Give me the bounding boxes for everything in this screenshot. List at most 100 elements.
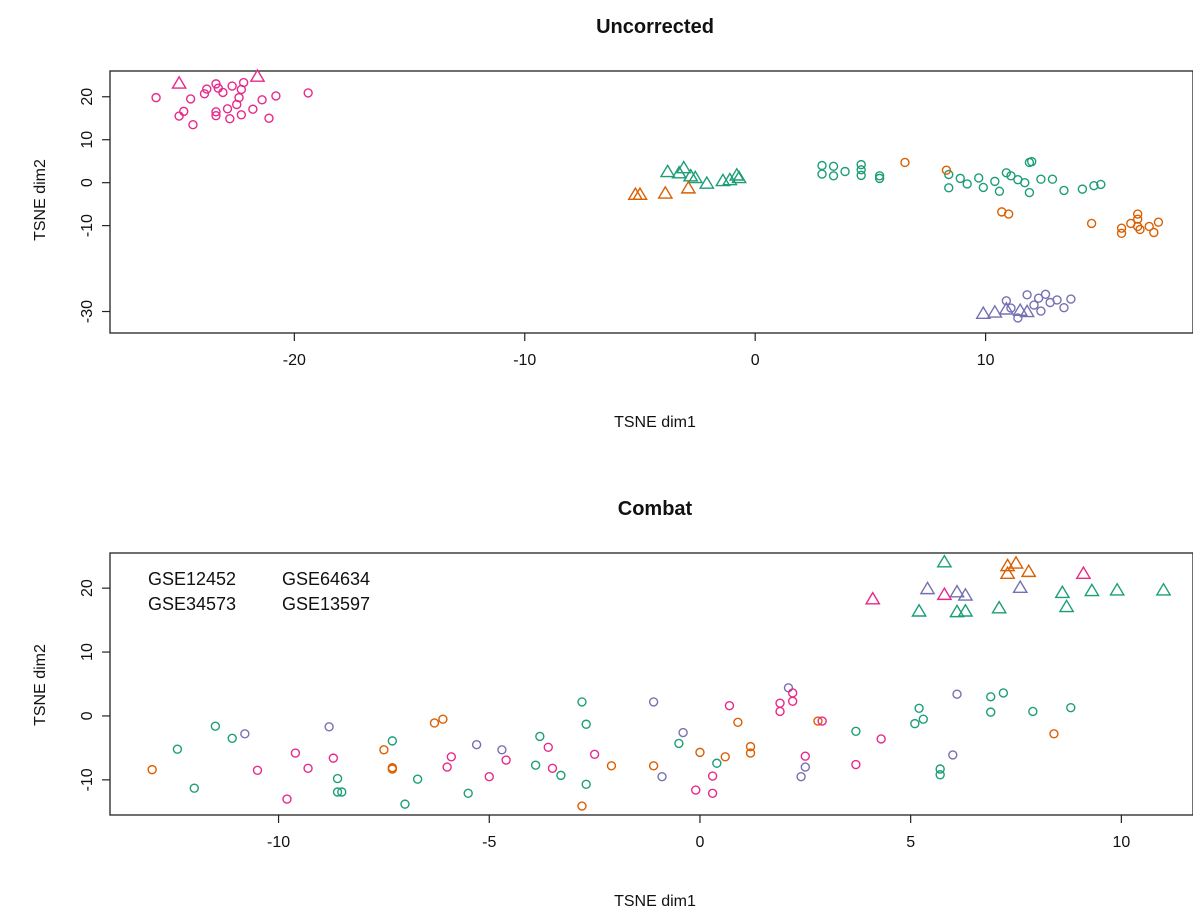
data-point-circle: [678, 727, 688, 738]
data-point-triangle: [949, 584, 965, 598]
data-point-triangle: [1012, 579, 1029, 594]
data-point-circle: [227, 81, 237, 91]
data-point-circle: [952, 689, 962, 699]
data-points: [151, 68, 1164, 323]
data-point-circle: [1066, 702, 1076, 713]
x-axis: -20 -10 0 10: [283, 333, 995, 369]
data-point-circle: [974, 173, 984, 183]
data-point-triangle: [957, 603, 974, 617]
x-tick-label: 5: [906, 834, 915, 851]
data-point-circle: [828, 171, 839, 181]
chart-title: Combat: [618, 498, 693, 520]
data-point-circle: [1086, 218, 1097, 229]
data-point-circle: [796, 771, 806, 782]
data-point-triangle: [1075, 565, 1092, 579]
data-point-circle: [1049, 729, 1059, 739]
data-point-circle: [1059, 185, 1069, 196]
chart-title: Uncorrected: [596, 16, 714, 38]
data-point-circle: [1001, 296, 1012, 306]
y-tick-label: -30: [79, 300, 96, 323]
data-point-circle: [787, 688, 798, 698]
data-point-circle: [337, 787, 347, 797]
data-point-circle: [978, 182, 989, 193]
data-point-circle: [257, 95, 267, 105]
data-point-circle: [1036, 174, 1046, 184]
data-point-circle: [1013, 313, 1023, 323]
data-point-circle: [935, 770, 945, 780]
x-tick-label: -20: [283, 352, 306, 369]
x-tick-label: 0: [696, 834, 705, 851]
data-point-circle: [1029, 300, 1039, 310]
legend: GSE12452 GSE64634 GSE34573 GSE13597: [148, 569, 370, 614]
x-tick-label: 10: [1112, 834, 1130, 851]
legend-entry: GSE12452: [148, 569, 236, 589]
data-point-triangle: [1019, 304, 1035, 318]
data-point-circle: [900, 157, 910, 168]
data-point-circle: [189, 783, 199, 793]
data-point-circle: [324, 722, 334, 732]
data-point-circle: [282, 794, 292, 804]
data-point-circle: [851, 759, 861, 770]
data-point-triangle: [986, 304, 1003, 318]
data-point-circle: [222, 104, 233, 114]
data-point-circle: [147, 764, 157, 775]
panel-uncorrected: Uncorrected -20 -10 0 10 -30 -10 0 10 20 TSNE d…: [32, 16, 1193, 431]
data-point-triangle: [627, 186, 644, 201]
data-point-triangle: [911, 603, 927, 617]
data-point-triangle: [999, 565, 1016, 579]
data-point-triangle: [1008, 555, 1024, 569]
data-point-circle: [530, 760, 541, 770]
data-point-circle: [387, 736, 398, 746]
data-point-triangle: [1058, 598, 1075, 613]
data-point-circle: [828, 161, 839, 172]
data-point-circle: [1001, 168, 1012, 178]
data-point-circle: [211, 110, 221, 121]
data-point-circle: [817, 716, 827, 726]
y-tick-label: 0: [79, 178, 96, 187]
data-point-triangle: [1109, 582, 1126, 596]
data-point-triangle: [657, 185, 674, 199]
data-point-circle: [800, 762, 811, 772]
data-point-circle: [876, 734, 886, 744]
data-point-circle: [1116, 228, 1127, 239]
x-axis-label: TSNE dim1: [614, 414, 696, 431]
data-point-circle: [695, 747, 705, 758]
data-point-circle: [1028, 706, 1038, 717]
data-point-circle: [1135, 224, 1145, 235]
data-points: [147, 554, 1172, 811]
data-point-triangle: [957, 587, 974, 601]
data-point-circle: [303, 88, 313, 98]
data-point-circle: [817, 160, 827, 171]
data-point-circle: [1077, 184, 1088, 194]
data-point-circle: [332, 787, 343, 797]
data-point-circle: [429, 718, 440, 728]
data-point-circle: [501, 755, 511, 765]
y-axis: -10 0 10 20: [79, 579, 110, 791]
data-point-circle: [290, 748, 301, 758]
data-point-circle: [1144, 221, 1154, 232]
legend-entry: GSE34573: [148, 594, 236, 614]
data-point-triangle: [1083, 582, 1100, 597]
data-point-circle: [227, 733, 237, 744]
data-point-circle: [648, 697, 659, 707]
legend-entry: GSE64634: [282, 569, 370, 589]
data-point-circle: [1132, 209, 1143, 219]
data-point-circle: [412, 774, 423, 784]
data-point-circle: [707, 771, 718, 781]
data-point-triangle: [171, 75, 188, 89]
data-point-circle: [172, 744, 183, 754]
data-point-circle: [910, 718, 920, 729]
data-point-circle: [218, 87, 228, 98]
data-point-circle: [188, 119, 198, 130]
data-point-circle: [800, 751, 811, 761]
data-point-circle: [185, 94, 196, 104]
data-point-circle: [589, 749, 600, 759]
data-point-triangle: [687, 170, 704, 184]
data-point-circle: [535, 731, 545, 742]
data-point-triangle: [632, 186, 648, 201]
data-point-triangle: [998, 301, 1015, 315]
data-point-circle: [387, 764, 398, 774]
y-axis-label: TSNE dim2: [32, 159, 49, 241]
data-point-circle: [935, 764, 945, 774]
data-point-triangle: [682, 168, 699, 182]
